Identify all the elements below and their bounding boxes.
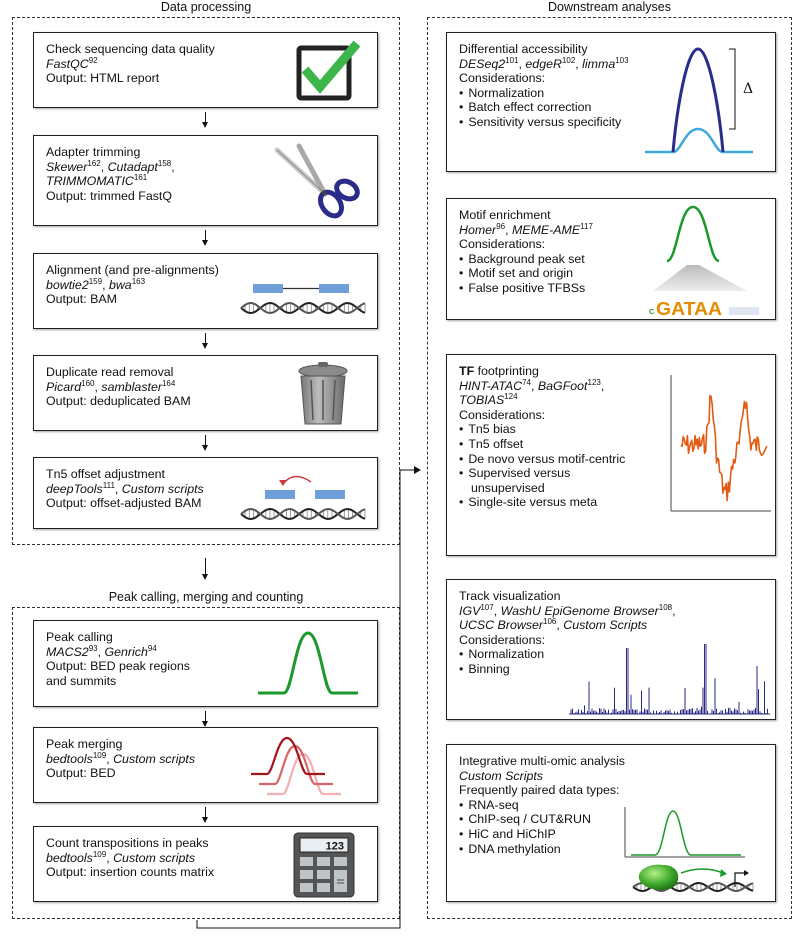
svg-text:C: C [649,309,654,316]
count-output: Output: insertion counts matrix [46,865,215,880]
diff-access-item-2: Batch effect correction [459,100,629,115]
multiomic-item-4: DNA methylation [459,842,625,857]
tn5-offset-tools: deepTools111, Custom scripts [46,480,204,496]
genome-track-icon [569,644,770,715]
tf-footprinting-considerations: Considerations: [459,407,546,422]
motif-peak-logo-icon: C GATAA [649,205,759,319]
alignment-dna-icon [240,284,366,315]
count-title: Count transpositions in peaks [46,836,209,850]
motif-item-1: Background peak set [459,252,593,267]
dedup-title: Duplicate read removal [46,365,174,379]
multiomic-item-2: ChIP-seq / CUT&RUN [459,812,625,827]
track-viz-tools-2: UCSC Browser106, Custom Scripts [459,617,648,633]
overlapping-peaks-icon [251,736,341,796]
alignment-output: Output: BAM [46,292,117,307]
track-viz-considerations: Considerations: [459,632,546,647]
track-viz-box: Track visualization IGV107, WashU EpiGen… [446,579,776,720]
tf-footprinting-box: TF footprinting HINT-ATAC74, BaGFoot123,… [446,354,776,556]
offset-dna-icon [240,475,366,521]
multiomic-tools: Custom Scripts [459,768,543,783]
data-processing-panel [12,17,400,545]
peak-calling-title: Peak calling [46,630,113,644]
motif-tools: Homer96, MEME-AME117 [459,221,593,237]
downstream-title: Downstream analyses [548,0,671,14]
delta-label: Δ [743,81,753,97]
tf-footprinting-tools-2: TOBIAS124 [459,392,518,408]
tf-item-5: Single-site versus meta [459,495,625,510]
peak-calling-output: Output: BED peak regions [46,659,190,674]
tf-footprinting-tools-1: HINT-ATAC74, BaGFoot123, [459,377,605,393]
diff-access-box: Differential accessibility DESeq2101, ed… [446,32,776,172]
trimming-output: Output: trimmed FastQ [46,188,173,203]
multiomic-item-1: RNA-seq [459,798,625,813]
motif-title: Motif enrichment [459,208,551,222]
tf-item-4: Supervised versus [459,466,625,481]
checkbox-check-icon [296,40,361,101]
calculator-display: 123 [326,841,344,853]
data-processing-title: Data processing [160,0,252,14]
scissors-icon [274,143,360,219]
dedup-box: Duplicate read removal Picard160, sambla… [33,355,378,431]
diff-access-title: Differential accessibility [459,42,588,56]
trimming-tools-2: TRIMMOMATIC161 [46,173,148,189]
trimming-box: Adapter trimming Skewer162, Cutadapt158,… [33,135,378,226]
qc-output: Output: HTML report [46,71,160,86]
multiomic-icon [624,807,754,893]
tf-footprinting-title: TF footprinting [459,364,539,378]
alignment-title: Alignment (and pre-alignments) [46,263,219,277]
peak-calling-box: Peak calling MACS293, Genrich94 Output: … [33,620,378,707]
peak-merging-tools: bedtools109, Custom scripts [46,750,196,766]
tn5-offset-output: Output: offset-adjusted BAM [46,496,202,511]
track-item-1: Normalization [459,647,676,662]
count-box: Count transpositions in peaks bedtools10… [33,826,378,902]
qc-tools: FastQC92 [46,55,98,71]
tn5-offset-title: Tn5 offset adjustment [46,467,165,481]
peak-merging-output: Output: BED [46,766,116,781]
trash-can-icon [298,362,348,425]
diff-access-tools: DESeq2101, edgeR102, limma103 [459,55,629,71]
motif-item-3: False positive TFBSs [459,281,593,296]
tf-item-3: De novo versus motif-centric [459,452,625,467]
motif-item-2: Motif set and origin [459,266,593,281]
calculator-icon: 123 [293,832,355,898]
peak-merging-title: Peak merging [46,737,123,751]
trimming-tools-1: Skewer162, Cutadapt158, [46,158,175,174]
multiomic-considerations: Frequently paired data types: [459,783,620,798]
peak-calling-section-title: Peak calling, merging and counting [108,590,304,604]
track-viz-title: Track visualization [459,589,561,603]
diff-access-considerations: Considerations: [459,71,546,86]
tf-item-2: Tn5 offset [459,437,625,452]
motif-considerations: Considerations: [459,237,546,252]
motif-letters: GATAA [656,299,722,319]
peak-calling-output-2: and summits [46,673,117,688]
tf-item-4-cont: unsupervised [471,480,545,495]
peak-merging-box: Peak merging bedtools109, Custom scripts… [33,727,378,803]
tf-item-1: Tn5 bias [459,422,625,437]
downstream-panel [427,17,792,919]
dedup-output: Output: deduplicated BAM [46,394,191,409]
footprint-profile-icon [670,375,771,512]
multiomic-item-3: HiC and HiChIP [459,827,625,842]
qc-box: Check sequencing data quality FastQC92 O… [33,32,378,108]
dedup-tools: Picard160, samblaster164 [46,378,176,394]
peak-curve-icon [258,631,358,695]
track-viz-tools-1: IGV107, WashU EpiGenome Browser108, [459,602,676,618]
track-item-2: Binning [459,662,676,677]
qc-title: Check sequencing data quality [46,42,215,56]
differential-peaks-icon: Δ [645,47,753,154]
trimming-title: Adapter trimming [46,145,141,159]
motif-box: Motif enrichment Homer96, MEME-AME117 Co… [446,198,776,320]
peak-calling-tools: MACS293, Genrich94 [46,643,157,659]
alignment-tools: bowtie2159, bwa163 [46,276,146,292]
diff-access-item-1: Normalization [459,86,629,101]
multiomic-box: Integrative multi-omic analysis Custom S… [446,744,776,902]
multiomic-title: Integrative multi-omic analysis [459,754,625,768]
diff-access-item-3: Sensitivity versus specificity [459,115,629,130]
alignment-box: Alignment (and pre-alignments) bowtie215… [33,253,378,329]
tn5-offset-box: Tn5 offset adjustment deepTools111, Cust… [33,457,378,529]
count-tools: bedtools109, Custom scripts [46,849,196,865]
